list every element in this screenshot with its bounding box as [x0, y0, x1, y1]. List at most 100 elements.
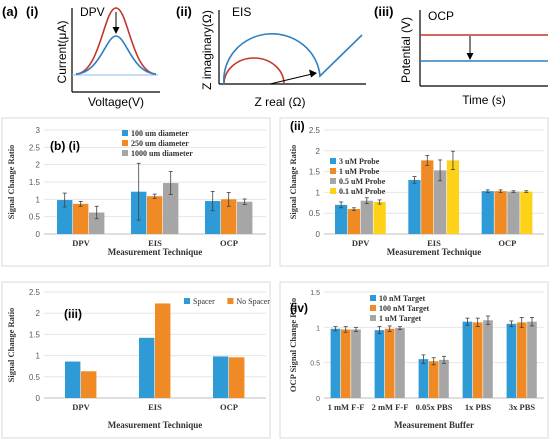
legend-label: 100 nM Target	[379, 304, 430, 313]
panel-label: (ii)	[290, 119, 305, 133]
category-label: 2 mM F-F	[372, 402, 409, 412]
y-tick-label: 2.5	[309, 126, 321, 135]
y-tick-label: 0	[36, 230, 41, 239]
legend-swatch	[330, 188, 336, 194]
category-label: DPV	[72, 402, 90, 412]
bar	[205, 201, 221, 234]
eis-ylabel: Z imaginary(Ω)	[200, 10, 214, 90]
x-axis-title: Measurement Technique	[108, 247, 203, 257]
dpv-arrow-head	[112, 27, 120, 34]
bar	[57, 200, 73, 234]
category-label: OCP	[220, 402, 238, 412]
panel-label: (iii)	[64, 307, 82, 321]
legend-swatch	[227, 298, 234, 304]
legend-label: Spacer	[193, 297, 215, 306]
x-axis-title: Measurement Buffer	[394, 420, 474, 430]
category-label: 1x PBS	[465, 402, 491, 412]
legend-label: 0.5 uM Probe	[339, 177, 386, 186]
bar	[360, 200, 373, 234]
dpv-ylabel: Current(μA)	[55, 21, 69, 84]
bar	[434, 170, 447, 234]
bar	[481, 191, 494, 234]
y-tick-label: 1	[316, 325, 320, 332]
y-tick-label: 3	[36, 126, 41, 135]
bar	[446, 160, 460, 234]
bar	[507, 191, 520, 234]
bar	[139, 337, 155, 398]
ocp-xlabel: Time (s)	[462, 93, 506, 107]
y-tick-label: 2	[36, 309, 41, 318]
eis-title: EIS	[232, 5, 251, 19]
y-tick-label: 1.5	[29, 178, 41, 187]
y-axis-title: Signal Change Ratio	[6, 145, 16, 220]
bar	[65, 361, 81, 398]
panel-a-label: (a)	[2, 4, 18, 19]
bar	[351, 329, 361, 398]
y-tick-label: 1.5	[309, 168, 321, 177]
y-axis-title: Signal Change Ratio	[6, 308, 16, 383]
bar	[373, 201, 386, 234]
bar	[221, 199, 237, 234]
bar	[520, 191, 533, 234]
eis-arrow-head	[309, 69, 317, 78]
panel-label: (b) (i)	[50, 139, 80, 153]
y-tick-label: 0	[316, 230, 321, 239]
legend-label: 250 um diameter	[131, 139, 189, 148]
bar	[527, 321, 537, 398]
bar	[340, 329, 351, 398]
x-axis-title: Measurement Technique	[108, 420, 203, 430]
panel-a-ii-label: (ii)	[176, 4, 192, 19]
legend-label: 3 uM Probe	[339, 157, 380, 166]
bar	[213, 356, 229, 398]
category-label: 3x PBS	[509, 402, 535, 412]
chart-iii: 0 0.5 1 1.5 2 2.5 DPV EIS OCP Measurement Techniq…	[1, 281, 271, 439]
bar	[374, 330, 385, 398]
ocp-arrow-head	[466, 53, 474, 60]
bar	[418, 359, 429, 398]
bar	[421, 160, 434, 234]
dpv-red-peak	[75, 7, 157, 75]
y-tick-label: 1.5	[29, 330, 41, 339]
y-tick-label: 2	[316, 147, 321, 156]
bar	[147, 196, 163, 234]
eis-xlabel: Z real (Ω)	[255, 95, 306, 109]
legend-swatch	[330, 168, 336, 174]
y-tick-label: 1	[36, 352, 41, 361]
y-axis-title: OCP Signal Change Ratio	[288, 298, 298, 392]
panel-a-i-label: (i)	[26, 4, 38, 19]
y-tick-label: 1	[316, 188, 321, 197]
bar	[428, 361, 439, 398]
chart-ii: 0 0.5 1 1.5 2 2.5 DPV EIS OCP Measurement Techniq…	[279, 117, 549, 267]
x-axis-title: Measurement Technique	[387, 247, 482, 257]
ocp-schematic: OCP Potential (V) Time (s)	[399, 9, 548, 107]
panel-label: (iv)	[290, 301, 308, 315]
bar	[516, 322, 527, 398]
legend-label: 1 uM Target	[379, 314, 422, 323]
bar	[89, 212, 105, 234]
eis-arrow	[269, 73, 313, 85]
y-tick-label: 0.5	[310, 361, 320, 368]
bar	[81, 371, 97, 398]
legend-swatch	[330, 178, 336, 184]
category-label: EIS	[148, 402, 162, 412]
y-tick-label: 0.5	[309, 209, 321, 218]
eis-red-semicircle	[223, 57, 285, 85]
y-tick-label: 2.5	[29, 143, 41, 152]
chart-iv: 0 0.5 1 1.5 1 mM F-F 2 mM F-F 0.05x PBS 1x PBS 3…	[279, 281, 549, 439]
legend-label: No Spacer	[236, 297, 270, 306]
bar	[347, 209, 361, 234]
category-label: 1 mM F-F	[328, 402, 365, 412]
bar	[462, 321, 473, 398]
ocp-title: OCP	[428, 9, 454, 23]
bar	[335, 204, 348, 234]
legend-swatch	[370, 305, 376, 311]
category-label: OCP	[498, 238, 516, 248]
legend-label: 100 um diameter	[131, 129, 189, 138]
y-tick-label: 0.5	[29, 213, 41, 222]
category-label: DPV	[352, 238, 370, 248]
bar	[73, 203, 89, 234]
legend-label: 1 uM Probe	[339, 167, 380, 176]
bar	[384, 328, 395, 398]
chart-b-i: 0 0.5 1 1.5 2 2.5 3 DPV EIS OCP Measurement Techni…	[1, 117, 271, 267]
legend-swatch	[330, 158, 336, 164]
